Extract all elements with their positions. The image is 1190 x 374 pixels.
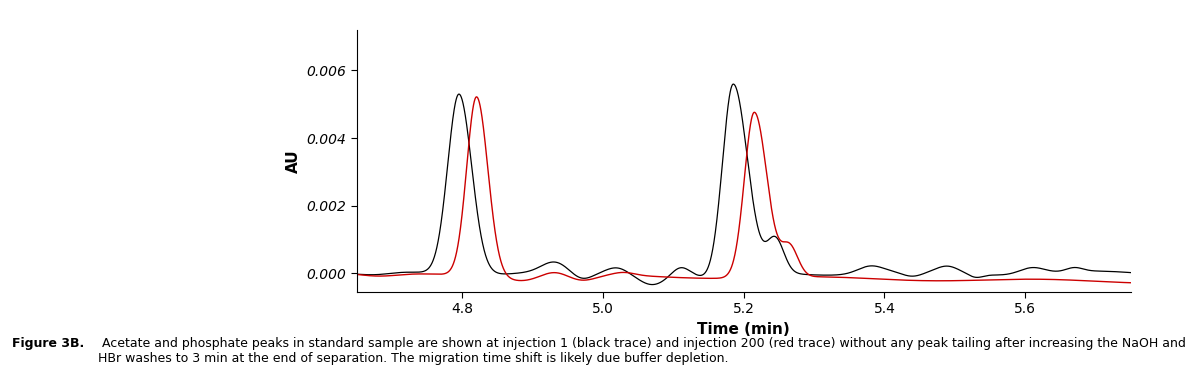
- Y-axis label: AU: AU: [286, 149, 301, 173]
- Text: Figure 3B.: Figure 3B.: [12, 337, 84, 350]
- X-axis label: Time (min): Time (min): [697, 322, 790, 337]
- Text: Acetate and phosphate peaks in standard sample are shown at injection 1 (black t: Acetate and phosphate peaks in standard …: [98, 337, 1185, 365]
